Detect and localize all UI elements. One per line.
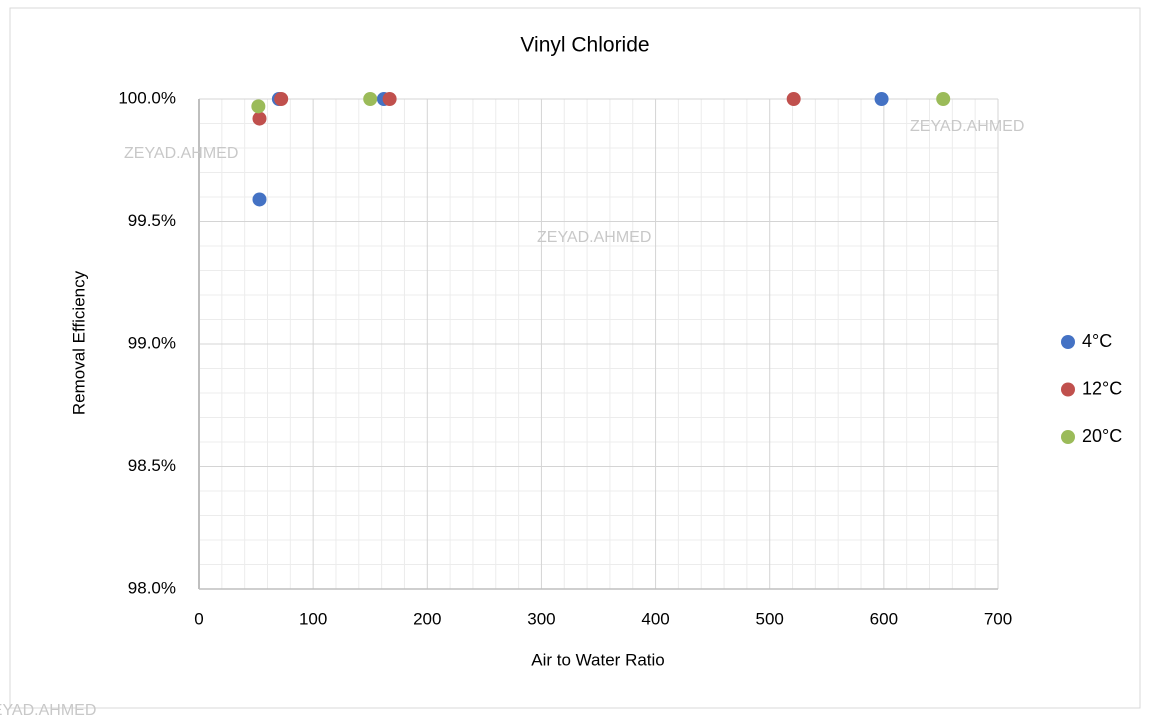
x-tick-label: 500: [756, 609, 784, 628]
y-axis-label: Removal Efficiency: [69, 270, 88, 415]
watermark: ZEYAD.AHMED: [124, 145, 238, 162]
x-tick-label: 600: [870, 609, 898, 628]
legend-label: 12°C: [1082, 378, 1122, 398]
point: [936, 92, 951, 106]
y-tick-label: 98.5%: [128, 456, 176, 475]
watermark: ZEYAD.AHMED: [537, 229, 651, 246]
grid: [198, 98, 999, 590]
x-tick-label: 200: [413, 609, 441, 628]
y-tick-label: 99.5%: [128, 211, 176, 230]
legend-marker: [1061, 335, 1075, 349]
point: [363, 92, 378, 106]
x-axis-label: Air to Water Ratio: [531, 650, 665, 669]
legend-label: 20°C: [1082, 426, 1122, 446]
watermark: ZEYAD.AHMED: [910, 118, 1024, 135]
x-tick-label: 700: [984, 609, 1012, 628]
legend-marker: [1061, 382, 1075, 397]
legend-marker: [1061, 430, 1075, 444]
watermark: ZEYAD.AHMED: [0, 702, 96, 718]
x-tick-label: 0: [194, 609, 203, 628]
point: [874, 92, 889, 106]
x-tick-label: 100: [299, 609, 327, 628]
legend-label: 4°C: [1082, 331, 1112, 351]
chart-frame: [9, 7, 1141, 709]
plot: [251, 92, 951, 207]
y-tick-label: 99.0%: [128, 333, 176, 352]
point: [251, 99, 266, 114]
point: [252, 192, 267, 207]
y-tick-label: 98.0%: [128, 578, 176, 597]
x-tick-label: 300: [527, 609, 555, 628]
point: [382, 92, 397, 106]
x-tick-label: 400: [641, 609, 669, 628]
point: [786, 92, 801, 106]
y-tick-label: 100.0%: [118, 88, 176, 107]
chart-title: Vinyl Chloride: [520, 34, 649, 57]
point: [252, 111, 267, 126]
point: [274, 92, 289, 106]
